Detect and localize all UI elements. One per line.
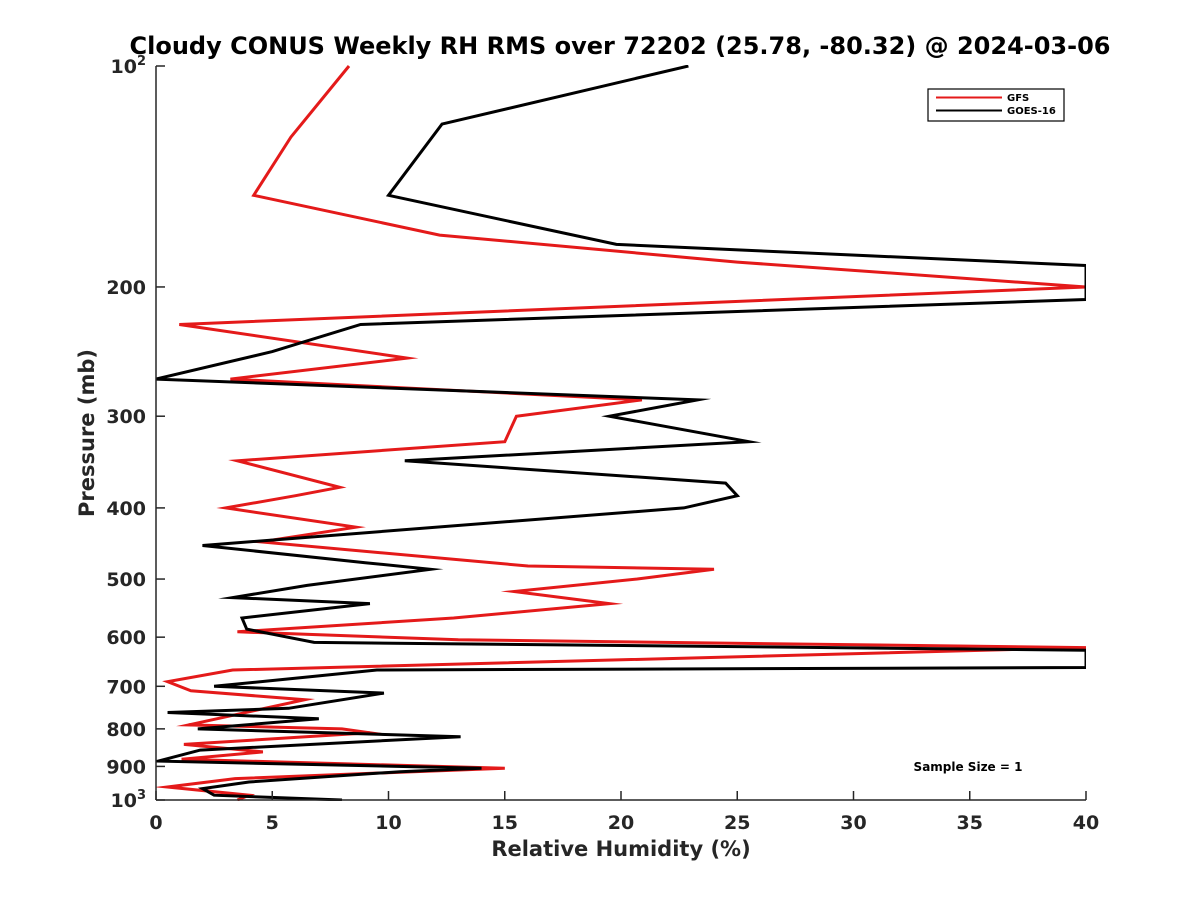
y-tick-label: 700 xyxy=(106,676,146,698)
y-tick-label: 400 xyxy=(106,498,146,520)
plot-area xyxy=(156,65,1086,801)
y-tick-label: 500 xyxy=(106,569,146,591)
x-tick-label: 25 xyxy=(724,812,750,834)
x-tick-label: 15 xyxy=(492,812,518,834)
series-line-gfs xyxy=(156,65,1086,801)
x-tick-label: 35 xyxy=(957,812,983,834)
y-tick-label: 300 xyxy=(106,406,146,428)
axes: 0 5 10 15 20 25 30 35 40 102 200 300 400 500 600 700 800… xyxy=(106,54,1099,834)
y-tick-label: 900 xyxy=(106,756,146,778)
y-tick-label: 102 xyxy=(111,54,147,78)
sample-size-annotation: Sample Size = 1 xyxy=(914,760,1023,774)
series-lines xyxy=(156,65,1086,801)
x-tick-label: 5 xyxy=(266,812,279,834)
x-tick-label: 0 xyxy=(149,812,162,834)
y-tick-label: 800 xyxy=(106,719,146,741)
x-tick-label: 10 xyxy=(375,812,401,834)
legend-label-gfs: GFS xyxy=(1007,93,1029,104)
y-axis-label: Pressure (mb) xyxy=(75,349,99,517)
legend-label-goes16: GOES-16 xyxy=(1007,106,1056,117)
series-line-goes16 xyxy=(156,65,1086,801)
x-axis-label: Relative Humidity (%) xyxy=(491,837,750,861)
x-tick-label: 40 xyxy=(1073,812,1099,834)
legend: GFS GOES-16 xyxy=(927,88,1065,122)
chart-title: Cloudy CONUS Weekly RH RMS over 72202 (2… xyxy=(130,32,1111,60)
y-tick-label: 600 xyxy=(106,627,146,649)
x-tick-label: 20 xyxy=(608,812,634,834)
legend-box xyxy=(927,88,1065,122)
x-tick-label: 30 xyxy=(840,812,866,834)
y-tick-label: 200 xyxy=(106,277,146,299)
y-tick-label: 103 xyxy=(111,788,147,812)
